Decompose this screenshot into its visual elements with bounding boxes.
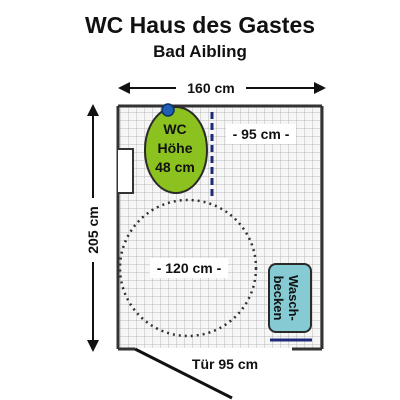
side-space-label: - 95 cm - (233, 126, 290, 142)
door-width-label: Tür 95 cm (192, 356, 258, 372)
wc-label-line-3: 48 cm (155, 159, 195, 175)
turning-circle-label-backdrop (150, 258, 228, 278)
turning-circle (118, 198, 258, 338)
depth-label-backdrop (82, 198, 104, 262)
door-swing-line (134, 347, 233, 400)
width-label-backdrop (176, 78, 246, 98)
turning-circle-label: - 120 cm - (157, 260, 222, 276)
plan-subtitle: Bad Aibling (153, 42, 247, 61)
room-walls (116, 104, 324, 351)
wc-label-line-2: Höhe (158, 140, 193, 156)
side-space-label-backdrop (226, 124, 296, 144)
depth-label: 205 cm (85, 206, 101, 253)
wc-toilet-bowl (144, 106, 208, 194)
sink-basin (268, 263, 312, 333)
sink-label-line-2: becken (271, 276, 286, 321)
wc-label-line-1: WC (163, 121, 186, 137)
wall-bracket (118, 148, 134, 194)
width-label: 160 cm (187, 80, 234, 96)
sink-label-line-1: Wasch- (286, 275, 301, 321)
flush-button-icon (161, 103, 175, 117)
plan-title: WC Haus des Gastes (85, 12, 315, 38)
